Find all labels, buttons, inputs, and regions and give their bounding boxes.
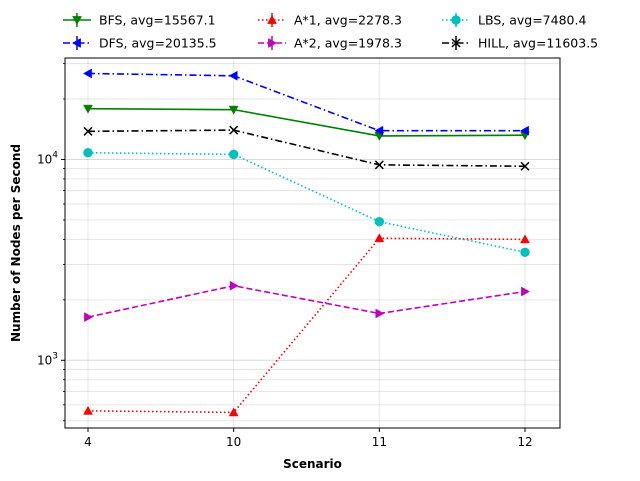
- data-point: [451, 38, 461, 48]
- series-line: [87, 151, 526, 254]
- data-point-stroke: [451, 38, 461, 48]
- y-axis-label: Number of Nodes per Second: [9, 144, 23, 342]
- x-tick-label: 4: [84, 435, 92, 449]
- data-point: [83, 148, 93, 158]
- legend-item: A*2, avg=1978.3: [258, 36, 402, 51]
- x-tick-label: 10: [226, 435, 241, 449]
- data-point: [520, 161, 530, 171]
- plot-frame: [64, 57, 561, 429]
- data-point-stroke: [229, 125, 239, 135]
- legend-label: HILL, avg=11603.5: [478, 36, 598, 51]
- x-axis-label: Scenario: [283, 457, 342, 471]
- legend-item: A*1, avg=2278.3: [258, 13, 402, 28]
- data-point: [72, 16, 82, 26]
- data-point: [228, 105, 239, 115]
- legend-item: LBS, avg=7480.4: [442, 13, 586, 28]
- grid: [65, 58, 560, 428]
- series: [84, 280, 531, 323]
- data-point: [84, 312, 94, 323]
- data-point: [267, 14, 277, 24]
- data-point: [228, 149, 239, 160]
- series: [83, 104, 530, 141]
- series-line: [87, 129, 526, 168]
- legend-item: DFS, avg=20135.5: [63, 36, 217, 51]
- series: [82, 68, 529, 136]
- series-lines: [82, 68, 531, 417]
- legend-label: A*1, avg=2278.3: [294, 13, 402, 28]
- data-point: [521, 286, 531, 297]
- data-point: [374, 160, 384, 170]
- data-point: [82, 68, 92, 79]
- series: [83, 148, 530, 257]
- legend-label: A*2, avg=1978.3: [294, 36, 402, 51]
- data-point: [520, 247, 530, 257]
- data-point: [71, 38, 81, 48]
- data-point-stroke: [374, 160, 384, 170]
- data-point: [519, 125, 529, 136]
- data-point-stroke: [520, 161, 530, 171]
- data-point: [375, 308, 385, 319]
- data-point: [268, 38, 278, 48]
- data-point: [229, 125, 239, 135]
- data-point: [520, 234, 530, 244]
- data-point: [83, 405, 93, 415]
- legend-item: HILL, avg=11603.5: [442, 36, 598, 51]
- legend-item: BFS, avg=15567.1: [63, 13, 216, 28]
- series-line: [87, 284, 526, 318]
- series: [83, 233, 530, 417]
- data-point: [228, 407, 239, 417]
- data-point: [451, 15, 461, 25]
- data-point: [374, 125, 384, 136]
- data-point-stroke: [83, 126, 93, 136]
- series-line: [87, 107, 526, 137]
- data-point: [374, 216, 385, 227]
- legend-label: DFS, avg=20135.5: [99, 36, 217, 51]
- data-point: [83, 104, 93, 114]
- data-point: [228, 70, 238, 81]
- data-point: [229, 280, 239, 291]
- x-tick-label: 12: [517, 435, 532, 449]
- data-point: [374, 233, 385, 243]
- x-tick-label: 11: [372, 435, 387, 449]
- legend-label: BFS, avg=15567.1: [99, 13, 216, 28]
- legend-label: LBS, avg=7480.4: [478, 13, 586, 28]
- data-point: [83, 126, 93, 136]
- y-tick-label: 103: [37, 351, 58, 367]
- legend: BFS, avg=15567.1 DFS, avg=20135.5 A*1, avg…: [63, 13, 598, 51]
- series-line: [87, 72, 525, 132]
- series: [83, 125, 530, 171]
- y-tick-label: 104: [37, 150, 58, 166]
- axes: 4 10 11 12 103 104: [37, 63, 533, 449]
- series-line: [87, 237, 526, 414]
